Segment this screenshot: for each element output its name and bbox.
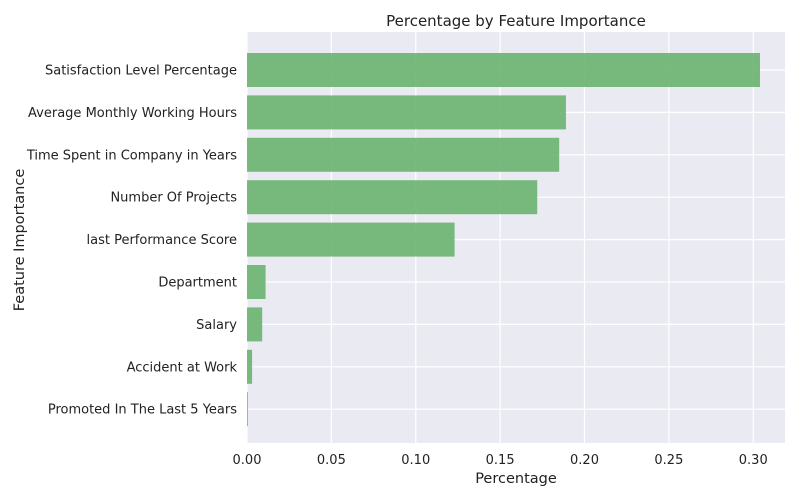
bars [247, 53, 760, 427]
x-tick-label: 0.00 [233, 453, 262, 468]
bar [247, 222, 455, 257]
bar [247, 392, 248, 427]
y-tick-label: Time Spent in Company in Years [26, 148, 237, 163]
x-tick-label: 0.05 [317, 453, 346, 468]
y-axis-label: Feature Importance [12, 169, 28, 312]
y-tick-label: Average Monthly Working Hours [28, 106, 237, 121]
x-tick-label: 0.25 [654, 453, 683, 468]
bar [247, 307, 263, 342]
bar [247, 265, 266, 299]
y-tick-label: Satisfaction Level Percentage [45, 64, 237, 79]
chart-title: Percentage by Feature Importance [386, 12, 646, 30]
x-tick-label: 0.20 [570, 453, 599, 468]
y-tick-labels: Satisfaction Level Percentage Average Mon… [26, 64, 238, 418]
x-tick-label: 0.30 [739, 453, 768, 468]
x-axis-label: Percentage [475, 471, 557, 487]
bar [247, 180, 538, 215]
y-tick-label: Promoted In The Last 5 Years [48, 403, 237, 418]
x-tick-label: 0.10 [401, 453, 430, 468]
y-tick-label: last Performance Score [86, 233, 237, 248]
bar [247, 53, 760, 87]
bar [247, 95, 566, 130]
x-tick-labels: 0.00 0.05 0.10 0.15 0.20 0.25 0.30 [233, 453, 768, 468]
y-tick-label: Accident at Work [127, 360, 238, 375]
y-tick-label: Salary [196, 318, 237, 333]
y-tick-label: Department [158, 276, 237, 291]
y-tick-label: Number Of Projects [110, 191, 237, 206]
bar [247, 349, 253, 384]
x-tick-label: 0.15 [486, 453, 515, 468]
bar [247, 137, 560, 172]
